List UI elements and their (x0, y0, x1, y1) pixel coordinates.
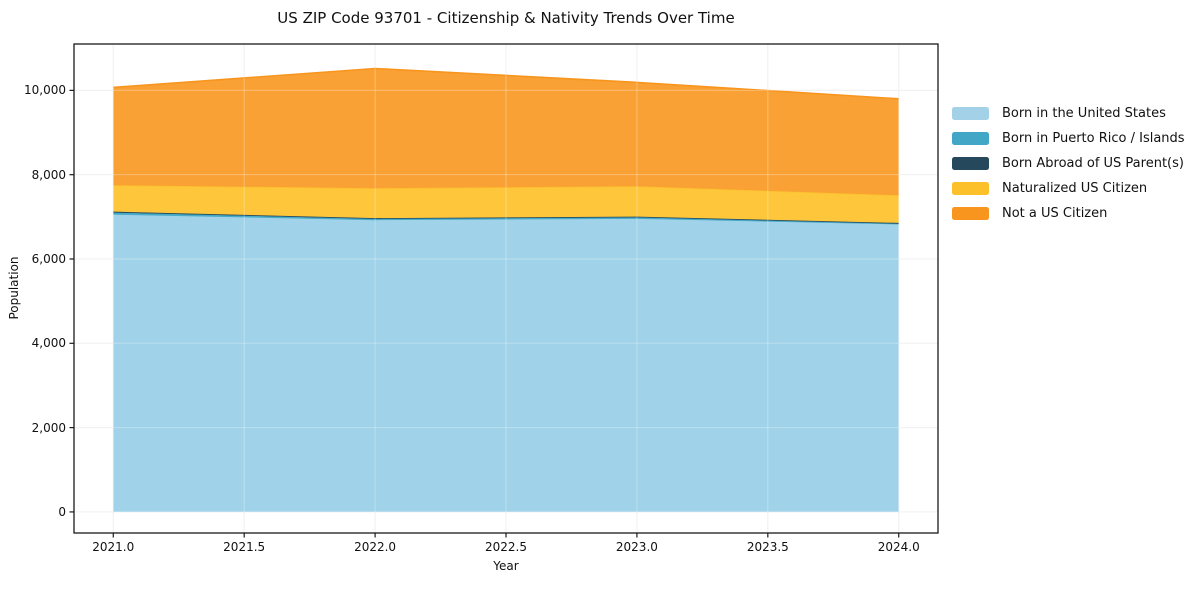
legend-label: Naturalized US Citizen (1002, 181, 1148, 196)
area-series (113, 214, 899, 512)
legend-swatch (952, 157, 989, 170)
x-tick-label: 2021.5 (223, 540, 266, 554)
x-tick-label: 2023.5 (746, 540, 789, 554)
x-tick-label: 2023.0 (615, 540, 658, 554)
legend-item: Born Abroad of US Parent(s) (952, 151, 1185, 176)
y-tick-label: 0 (58, 504, 66, 519)
x-axis-label: Year (493, 559, 519, 573)
legend-label: Not a US Citizen (1002, 206, 1108, 221)
x-tick-label: 2021.0 (92, 540, 135, 554)
x-tick-label: 2022.5 (485, 540, 527, 554)
y-tick-label: 8,000 (31, 167, 66, 182)
y-tick-label: 2,000 (31, 420, 66, 435)
x-tick-label: 2024.0 (877, 540, 920, 554)
area-series-edge (113, 67, 899, 100)
legend-swatch (952, 132, 989, 145)
y-tick-label: 4,000 (31, 336, 66, 351)
area-series-edge (113, 213, 899, 226)
legend-item: Naturalized US Citizen (952, 176, 1185, 201)
area-series (113, 185, 899, 223)
legend-swatch (952, 207, 989, 220)
legend-item: Not a US Citizen (952, 201, 1185, 226)
legend-item: Born in Puerto Rico / Islands (952, 126, 1185, 151)
y-axis-label: Population (7, 256, 21, 320)
legend-swatch (952, 182, 989, 195)
legend-label: Born in the United States (1002, 106, 1166, 121)
legend-item: Born in the United States (952, 101, 1185, 126)
chart-title: US ZIP Code 93701 - Citizenship & Nativi… (277, 9, 735, 27)
legend-label: Born in Puerto Rico / Islands (1002, 131, 1185, 146)
legend-label: Born Abroad of US Parent(s) (1002, 156, 1184, 171)
area-series (113, 68, 899, 196)
legend: Born in the United States Born in Puerto … (952, 101, 1185, 226)
y-tick-label: 10,000 (24, 83, 66, 98)
x-tick-label: 2022.0 (354, 540, 397, 554)
y-tick-label: 6,000 (31, 251, 66, 266)
legend-swatch (952, 107, 989, 120)
